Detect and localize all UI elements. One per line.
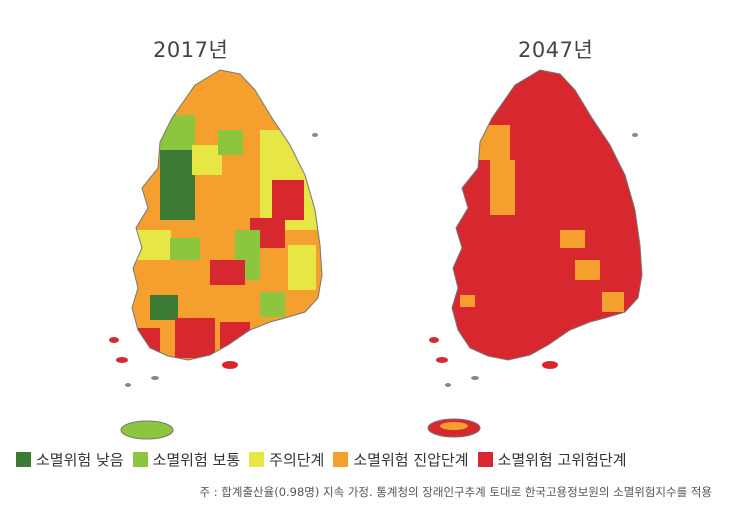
legend-item-normal: 소멸위험 보통 bbox=[132, 449, 241, 470]
year-label-2047: 2047년 bbox=[518, 38, 594, 62]
legend-swatch-caution bbox=[249, 452, 265, 467]
legend-swatch-low bbox=[16, 452, 31, 467]
legend-swatch-normal bbox=[132, 452, 148, 467]
year-label-2017: 2017년 bbox=[153, 38, 229, 62]
legend-swatch-high bbox=[477, 452, 493, 467]
legend-label-caution: 주의단계 bbox=[269, 451, 325, 469]
legend-item-caution: 주의단계 bbox=[249, 449, 324, 470]
map-2017 bbox=[109, 69, 323, 440]
legend-label-low: 소멸위험 낮음 bbox=[36, 451, 124, 469]
legend-label-entering: 소멸위험 진압단계 bbox=[353, 451, 469, 469]
footnote: 주 : 합계출산율(0.98명) 지속 가정. 통계청의 장래인구추계 토대로 … bbox=[199, 485, 712, 499]
legend-item-low: 소멸위험 낮음 bbox=[16, 449, 124, 470]
legend-label-normal: 소멸위험 보통 bbox=[152, 451, 241, 469]
legend-item-high: 소멸위험 고위험단계 bbox=[477, 449, 627, 470]
legend-swatch-entering bbox=[333, 452, 349, 467]
map-2047 bbox=[427, 69, 643, 438]
legend: 소멸위험 낮음 소멸위험 보통 주의단계 소멸위험 진압단계 소멸위험 고위험단… bbox=[16, 449, 636, 470]
legend-label-high: 소멸위험 고위험단계 bbox=[497, 451, 627, 469]
legend-item-entering: 소멸위험 진압단계 bbox=[333, 449, 469, 470]
